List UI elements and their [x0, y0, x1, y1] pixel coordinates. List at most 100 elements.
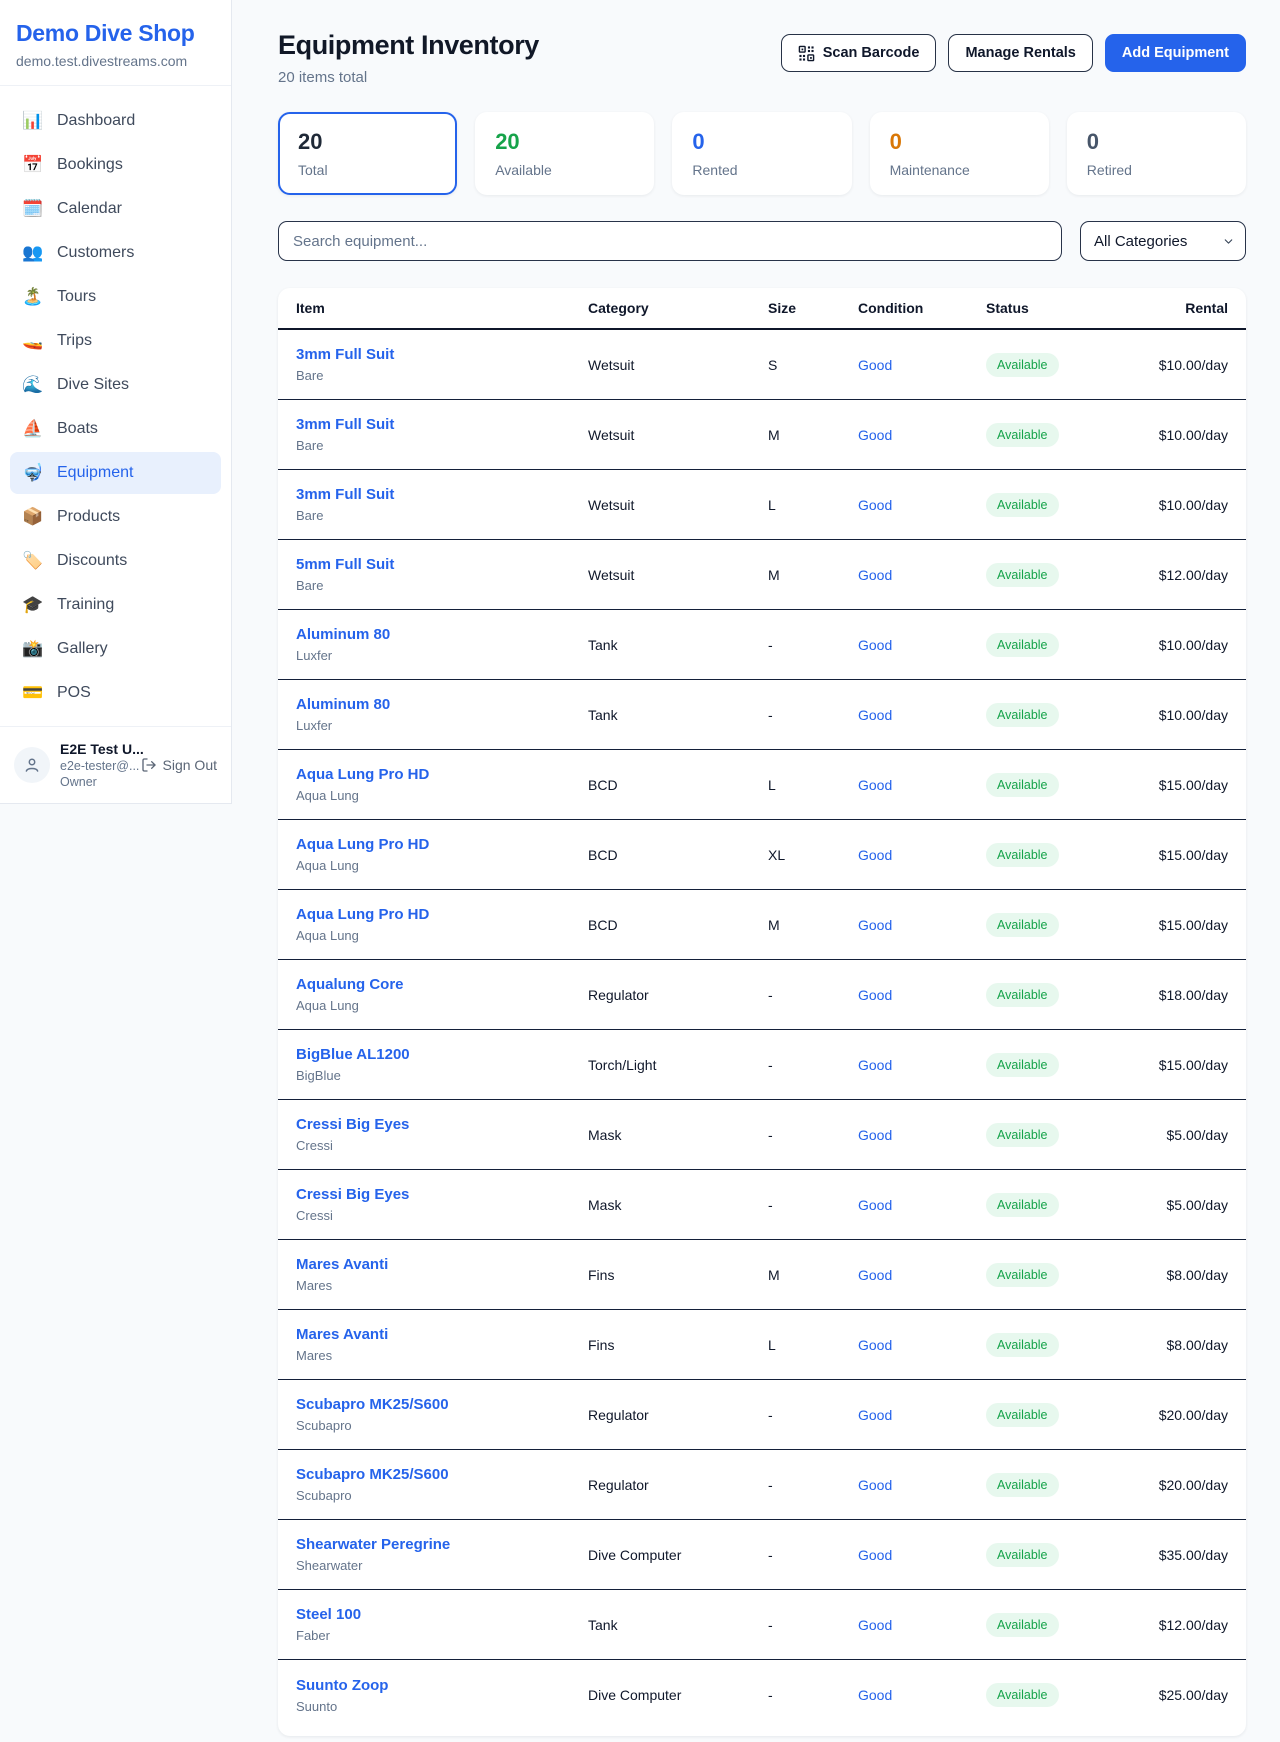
- sidebar-item-tours[interactable]: 🏝️ Tours: [10, 276, 221, 318]
- status-cell: Available: [986, 982, 1116, 1007]
- rental-cell: $8.00/day: [1166, 1266, 1229, 1283]
- condition-link[interactable]: Good: [858, 496, 893, 513]
- condition-link[interactable]: Good: [858, 1546, 893, 1563]
- item-name-link[interactable]: 3mm Full Suit: [296, 346, 395, 363]
- add-equipment-button[interactable]: Add Equipment: [1104, 34, 1246, 72]
- barcode-scan-icon: [798, 45, 815, 61]
- item-name-link[interactable]: Cressi Big Eyes: [296, 1116, 410, 1133]
- status-badge: Available: [986, 1472, 1059, 1497]
- item-name-link[interactable]: Scubapro MK25/S600: [296, 1396, 449, 1413]
- condition-link[interactable]: Good: [858, 1266, 893, 1283]
- item-cell: Aqua Lung Pro HD Aqua Lung: [296, 766, 588, 803]
- stat-card-rented[interactable]: 0 Rented: [672, 112, 852, 195]
- rental-cell: $15.00/day: [1158, 1056, 1228, 1073]
- table-body: 3mm Full Suit Bare Wetsuit S Good Available $1…: [278, 330, 1246, 1730]
- category-cell: Dive Computer: [588, 1687, 682, 1703]
- item-name-link[interactable]: Scubapro MK25/S600: [296, 1466, 449, 1483]
- sidebar-item-bookings[interactable]: 📅 Bookings: [10, 144, 221, 186]
- item-name-link[interactable]: Aluminum 80: [296, 696, 391, 713]
- item-name-link[interactable]: Aqua Lung Pro HD: [296, 836, 430, 853]
- stat-card-total[interactable]: 20 Total: [278, 112, 458, 195]
- condition-link[interactable]: Good: [858, 566, 893, 583]
- sign-out-button[interactable]: Sign Out: [141, 757, 217, 773]
- item-cell: Aqua Lung Pro HD Aqua Lung: [296, 906, 588, 943]
- sidebar-item-calendar[interactable]: 🗓️ Calendar: [10, 188, 221, 230]
- category-cell: Mask: [588, 1126, 622, 1143]
- status-cell: Available: [986, 1402, 1116, 1427]
- stat-value: 20: [298, 129, 323, 154]
- item-name-link[interactable]: Aluminum 80: [296, 626, 391, 643]
- item-name-link[interactable]: Steel 100: [296, 1606, 362, 1623]
- category-cell: BCD: [588, 776, 618, 793]
- sidebar-item-products[interactable]: 📦 Products: [10, 496, 221, 538]
- user-section: E2E Test U... e2e-tester@... Owner Sign …: [0, 726, 231, 803]
- scan-barcode-button[interactable]: Scan Barcode: [780, 34, 937, 72]
- boats-icon: ⛵: [22, 419, 44, 438]
- sidebar-item-pos[interactable]: 💳 POS: [10, 672, 221, 714]
- item-name-link[interactable]: Aqua Lung Pro HD: [296, 766, 430, 783]
- condition-link[interactable]: Good: [858, 1616, 893, 1633]
- item-cell: Aqualung Core Aqua Lung: [296, 976, 588, 1013]
- condition-link[interactable]: Good: [858, 636, 893, 653]
- condition-link[interactable]: Good: [858, 1336, 893, 1353]
- category-select[interactable]: All Categories: [1080, 221, 1246, 261]
- rental-cell: $10.00/day: [1158, 636, 1228, 653]
- item-name-link[interactable]: Aqua Lung Pro HD: [296, 906, 430, 923]
- item-name-link[interactable]: Cressi Big Eyes: [296, 1186, 410, 1203]
- stat-card-available[interactable]: 20 Available: [475, 112, 655, 195]
- search-input[interactable]: [278, 221, 1062, 261]
- item-name-link[interactable]: 3mm Full Suit: [296, 486, 395, 503]
- status-badge: Available: [986, 772, 1059, 797]
- stat-card-retired[interactable]: 0 Retired: [1066, 112, 1246, 195]
- condition-link[interactable]: Good: [858, 916, 893, 933]
- item-name-link[interactable]: 3mm Full Suit: [296, 416, 395, 433]
- condition-link[interactable]: Good: [858, 1687, 893, 1703]
- customers-icon: 👥: [22, 243, 44, 262]
- item-name-link[interactable]: Shearwater Peregrine: [296, 1536, 451, 1553]
- item-cell: Mares Avanti Mares: [296, 1256, 588, 1293]
- discounts-icon: 🏷️: [22, 551, 44, 570]
- sidebar-item-label: Gallery: [57, 640, 108, 657]
- condition-link[interactable]: Good: [858, 986, 893, 1003]
- condition-link[interactable]: Good: [858, 426, 893, 443]
- status-badge: Available: [986, 1612, 1059, 1637]
- condition-link[interactable]: Good: [858, 1196, 893, 1213]
- sidebar-item-discounts[interactable]: 🏷️ Discounts: [10, 540, 221, 582]
- condition-link[interactable]: Good: [858, 846, 893, 863]
- status-badge: Available: [986, 982, 1059, 1007]
- item-name-link[interactable]: Suunto Zoop: [296, 1676, 389, 1694]
- category-cell: Tank: [588, 706, 618, 723]
- sidebar-item-equipment[interactable]: 🤿 Equipment: [10, 452, 221, 494]
- rental-cell: $12.00/day: [1158, 1616, 1228, 1633]
- condition-link[interactable]: Good: [858, 356, 893, 373]
- sidebar-item-dashboard[interactable]: 📊 Dashboard: [10, 100, 221, 142]
- item-name-link[interactable]: Mares Avanti: [296, 1256, 389, 1273]
- stat-value: 0: [1086, 129, 1100, 154]
- condition-link[interactable]: Good: [858, 706, 893, 723]
- condition-link[interactable]: Good: [858, 1476, 893, 1493]
- sidebar-item-training[interactable]: 🎓 Training: [10, 584, 221, 626]
- item-name-link[interactable]: Aqualung Core: [296, 976, 404, 993]
- item-cell: 5mm Full Suit Bare: [296, 556, 588, 593]
- status-badge: Available: [986, 1683, 1059, 1707]
- size-cell: L: [768, 1336, 776, 1353]
- size-cell: L: [768, 776, 776, 793]
- condition-link[interactable]: Good: [858, 1406, 893, 1423]
- sidebar-item-boats[interactable]: ⛵ Boats: [10, 408, 221, 450]
- item-name-link[interactable]: 5mm Full Suit: [296, 556, 395, 573]
- item-brand: BigBlue: [296, 1068, 341, 1083]
- sidebar-item-trips[interactable]: 🚤 Trips: [10, 320, 221, 362]
- size-cell: -: [768, 1056, 773, 1073]
- item-name-link[interactable]: BigBlue AL1200: [296, 1046, 410, 1063]
- condition-link[interactable]: Good: [858, 776, 893, 793]
- condition-link[interactable]: Good: [858, 1126, 893, 1143]
- manage-rentals-button[interactable]: Manage Rentals: [948, 34, 1093, 72]
- stat-card-maintenance[interactable]: 0 Maintenance: [869, 112, 1049, 195]
- status-badge: Available: [986, 632, 1059, 657]
- sidebar-item-dive-sites[interactable]: 🌊 Dive Sites: [10, 364, 221, 406]
- item-brand: Aqua Lung: [296, 998, 359, 1013]
- sidebar-item-customers[interactable]: 👥 Customers: [10, 232, 221, 274]
- condition-link[interactable]: Good: [858, 1056, 893, 1073]
- item-name-link[interactable]: Mares Avanti: [296, 1326, 389, 1343]
- sidebar-item-gallery[interactable]: 📸 Gallery: [10, 628, 221, 670]
